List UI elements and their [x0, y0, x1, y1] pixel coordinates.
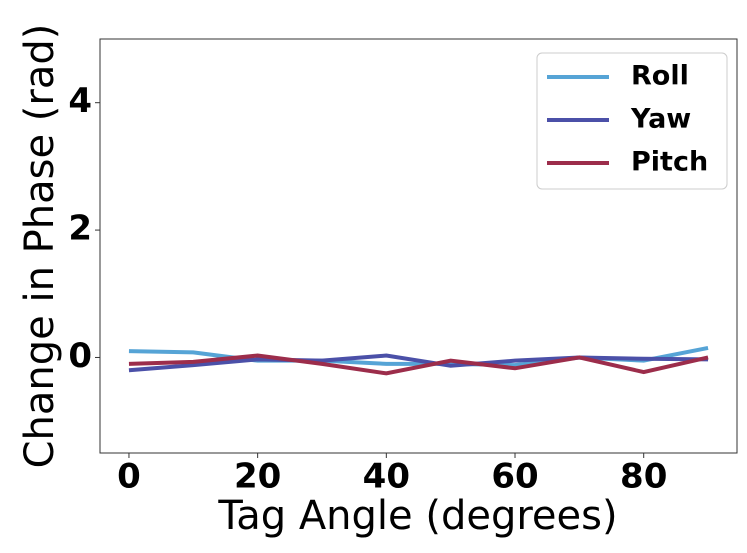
- y-tick-label: 0: [68, 336, 92, 376]
- line-series: [128, 353, 709, 376]
- legend-label: Pitch: [631, 147, 708, 178]
- y-tick-label: 2: [68, 209, 92, 249]
- x-tick-label: 0: [117, 457, 141, 497]
- legend-label: Roll: [631, 61, 689, 92]
- x-tick-label: 60: [491, 457, 538, 497]
- x-axis-label: Tag Angle (degrees): [217, 493, 617, 539]
- y-axis-label: Change in Phase (rad): [17, 24, 63, 469]
- line-series: [128, 353, 709, 373]
- legend-box: [536, 52, 728, 190]
- legend-label: Yaw: [630, 104, 691, 135]
- plot-frame: [99, 38, 738, 454]
- x-tick-label: 80: [620, 457, 667, 497]
- y-tick-label: 4: [68, 81, 92, 121]
- x-tick-label: 40: [363, 457, 410, 497]
- x-tick-label: 20: [234, 457, 281, 497]
